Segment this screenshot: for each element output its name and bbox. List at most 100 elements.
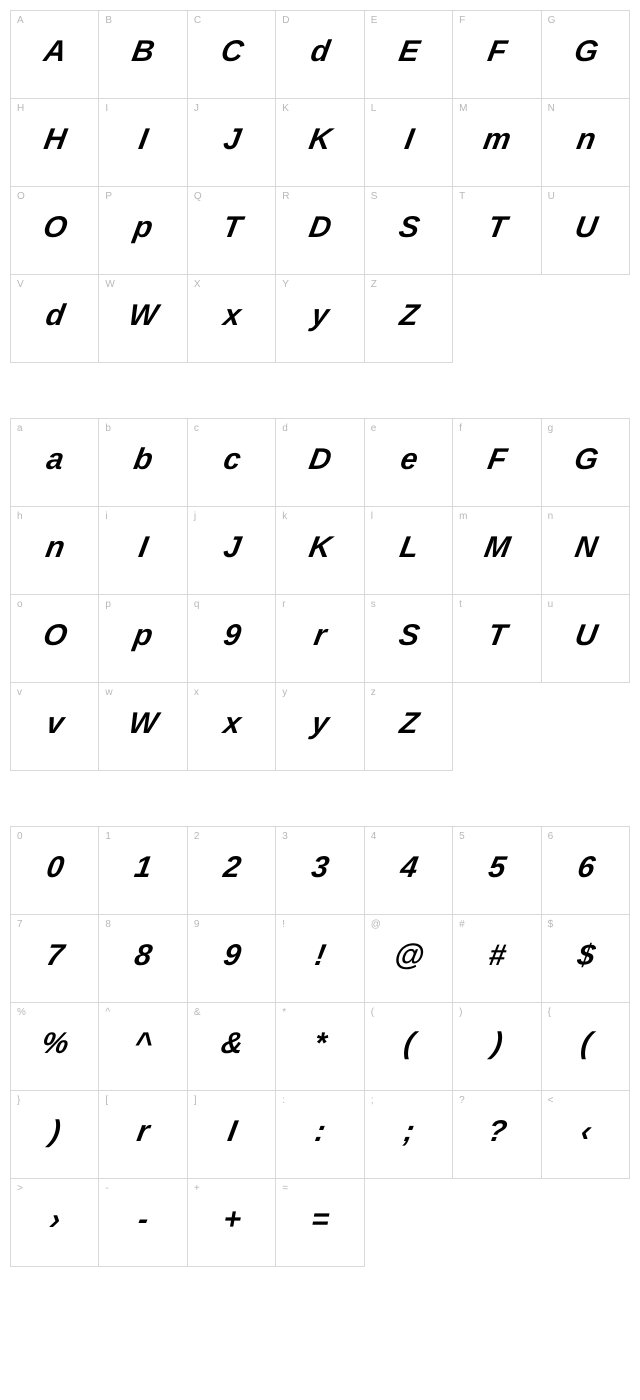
glyph-display: D xyxy=(273,443,366,477)
glyph-display: T xyxy=(450,619,543,653)
glyph-cell: && xyxy=(188,1003,276,1091)
glyph-key-label: p xyxy=(105,599,111,610)
glyph-key-label: ; xyxy=(371,1095,374,1106)
glyph-key-label: X xyxy=(194,279,201,290)
glyph-cell: (( xyxy=(365,1003,453,1091)
glyph-cell: KK xyxy=(276,99,364,187)
glyph-cell: JJ xyxy=(188,99,276,187)
glyph-display: 0 xyxy=(8,851,101,885)
glyph-display: % xyxy=(8,1027,101,1061)
glyph-display: y xyxy=(273,299,366,333)
glyph-cell: TT xyxy=(453,187,541,275)
glyph-key-label: U xyxy=(548,191,555,202)
glyph-display: ^ xyxy=(96,1027,189,1061)
glyph-cell: }) xyxy=(11,1091,99,1179)
glyph-cell: Vd xyxy=(11,275,99,363)
glyph-key-label: j xyxy=(194,511,196,522)
glyph-key-label: m xyxy=(459,511,467,522)
glyph-key-label: n xyxy=(548,511,554,522)
glyph-key-label: L xyxy=(371,103,377,114)
glyph-key-label: { xyxy=(548,1007,551,1018)
glyph-cell: CC xyxy=(188,11,276,99)
glyph-display: ( xyxy=(539,1027,632,1061)
glyph-display: p xyxy=(96,619,189,653)
glyph-cell: uU xyxy=(542,595,630,683)
glyph-key-label: 0 xyxy=(17,831,23,842)
glyph-cell: yy xyxy=(276,683,364,771)
glyph-key-label: q xyxy=(194,599,200,610)
glyph-key-label: F xyxy=(459,15,465,26)
glyph-key-label: C xyxy=(194,15,201,26)
empty-cell xyxy=(453,683,541,771)
glyph-cell: ** xyxy=(276,1003,364,1091)
glyph-cell: EE xyxy=(365,11,453,99)
glyph-display: r xyxy=(96,1115,189,1149)
glyph-cell: UU xyxy=(542,187,630,275)
glyph-display: r xyxy=(273,619,366,653)
glyph-key-label: s xyxy=(371,599,376,610)
glyph-cell: Yy xyxy=(276,275,364,363)
glyph-cell: SS xyxy=(365,187,453,275)
glyph-key-label: k xyxy=(282,511,287,522)
glyph-key-label: 3 xyxy=(282,831,288,842)
glyph-cell: %% xyxy=(11,1003,99,1091)
glyph-display: 9 xyxy=(185,619,278,653)
glyph-grid: AABBCCDdEEFFGGHHIIJJKKLIMmNnOOPpQTRDSSTT… xyxy=(10,10,630,363)
glyph-display: S xyxy=(362,211,455,245)
glyph-cell: ## xyxy=(453,915,541,1003)
glyph-cell: QT xyxy=(188,187,276,275)
glyph-display: F xyxy=(450,443,543,477)
glyph-key-label: @ xyxy=(371,919,381,930)
empty-cell xyxy=(453,275,541,363)
glyph-section: AABBCCDdEEFFGGHHIIJJKKLIMmNnOOPpQTRDSSTT… xyxy=(10,10,630,363)
glyph-display: ) xyxy=(8,1115,101,1149)
glyph-display: a xyxy=(8,443,101,477)
glyph-cell: ++ xyxy=(188,1179,276,1267)
glyph-display: C xyxy=(185,35,278,69)
glyph-cell: Dd xyxy=(276,11,364,99)
glyph-cell: [r xyxy=(99,1091,187,1179)
glyph-cell: ?? xyxy=(453,1091,541,1179)
glyph-cell: pp xyxy=(99,595,187,683)
empty-cell xyxy=(453,1179,541,1267)
glyph-key-label: a xyxy=(17,423,23,434)
glyph-key-label: Q xyxy=(194,191,202,202)
glyph-display: v xyxy=(8,707,101,741)
glyph-cell: nN xyxy=(542,507,630,595)
glyph-display: G xyxy=(539,443,632,477)
glyph-cell: <‹ xyxy=(542,1091,630,1179)
empty-cell xyxy=(542,275,630,363)
glyph-display: ! xyxy=(273,939,366,973)
glyph-cell: aa xyxy=(11,419,99,507)
glyph-display: @ xyxy=(362,939,455,973)
glyph-display: › xyxy=(8,1203,101,1237)
glyph-cell: -- xyxy=(99,1179,187,1267)
glyph-key-label: g xyxy=(548,423,554,434)
glyph-display: 2 xyxy=(185,851,278,885)
glyph-display: ; xyxy=(362,1115,455,1149)
glyph-key-label: : xyxy=(282,1095,285,1106)
character-map: AABBCCDdEEFFGGHHIIJJKKLIMmNnOOPpQTRDSSTT… xyxy=(10,10,630,1267)
glyph-display: J xyxy=(185,123,278,157)
glyph-cell: rr xyxy=(276,595,364,683)
glyph-display: H xyxy=(8,123,101,157)
glyph-key-label: 5 xyxy=(459,831,465,842)
glyph-cell: :: xyxy=(276,1091,364,1179)
glyph-grid: aabbccdDeefFgGhniIjJkKlLmMnNoOppq9rrsStT… xyxy=(10,418,630,771)
glyph-cell: 00 xyxy=(11,827,99,915)
glyph-key-label: e xyxy=(371,423,377,434)
glyph-key-label: r xyxy=(282,599,285,610)
glyph-key-label: $ xyxy=(548,919,554,930)
glyph-cell: $$ xyxy=(542,915,630,1003)
glyph-key-label: + xyxy=(194,1183,200,1194)
glyph-key-label: 8 xyxy=(105,919,111,930)
glyph-display: U xyxy=(539,211,632,245)
glyph-cell: 33 xyxy=(276,827,364,915)
glyph-cell: iI xyxy=(99,507,187,595)
glyph-display: c xyxy=(185,443,278,477)
glyph-cell: ee xyxy=(365,419,453,507)
glyph-display: # xyxy=(450,939,543,973)
glyph-cell: ^^ xyxy=(99,1003,187,1091)
glyph-display: U xyxy=(539,619,632,653)
glyph-key-label: y xyxy=(282,687,287,698)
